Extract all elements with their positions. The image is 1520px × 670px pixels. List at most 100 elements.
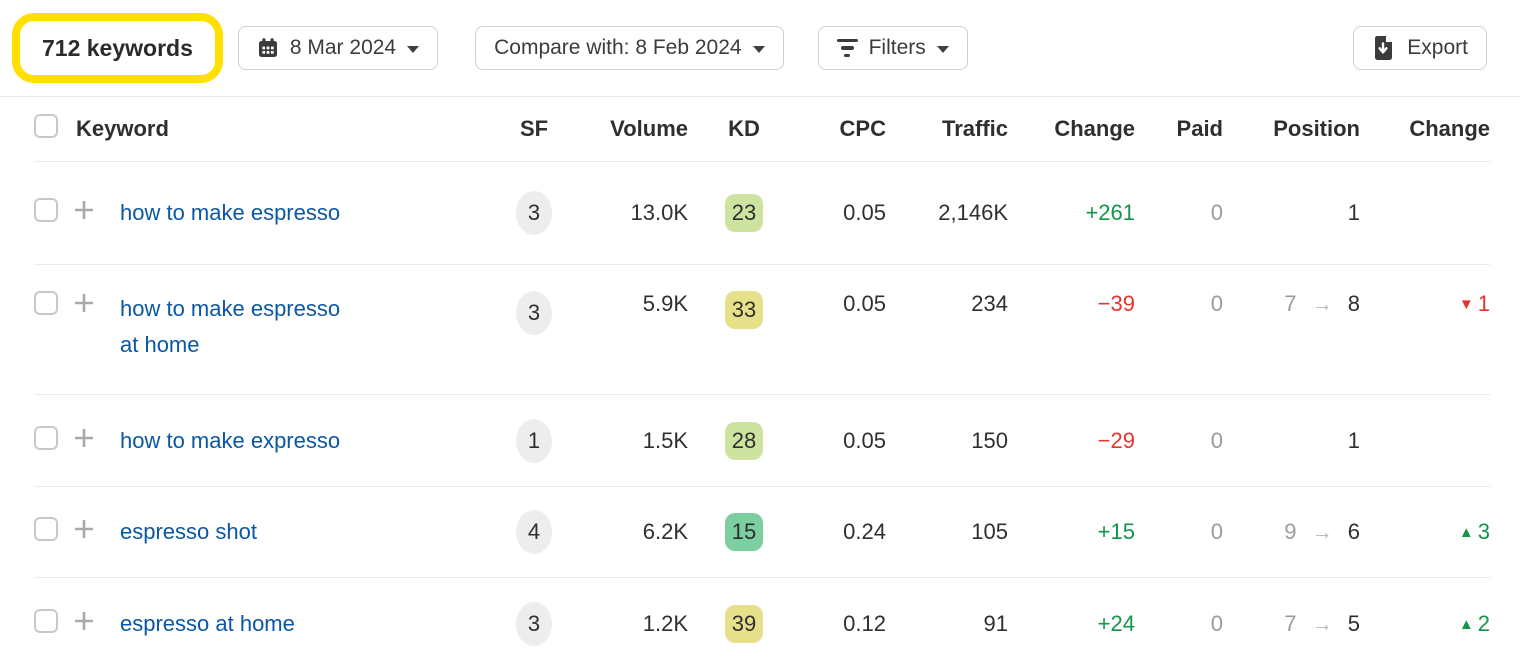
compare-date-button[interactable]: Compare with: 8 Feb 2024 [475,26,784,70]
cpc-value: 0.05 [843,291,886,316]
position-new: 5 [1347,611,1360,636]
serp-features-badge[interactable]: 4 [516,510,552,554]
filters-label: Filters [868,36,926,59]
table-row: how to make expresso 1 1.5K 28 0.05 150 … [34,395,1490,487]
toolbar: 712 keywords 8 Mar 2024 Compare with: 8 … [0,0,1520,97]
row-checkbox[interactable] [34,517,58,541]
traffic-value: 150 [971,427,1008,453]
table-row: espresso shot 4 6.2K 15 0.24 105 +15 0 9… [34,487,1490,578]
row-checkbox[interactable] [34,425,58,450]
paid-value: 0 [1210,611,1223,636]
serp-features-badge[interactable]: 1 [516,418,552,463]
table-row: how to make espresso at home 3 5.9K 33 0… [34,265,1490,395]
position-value: 1 [1223,428,1360,454]
column-header-traffic-change[interactable]: Change [1054,116,1135,141]
serp-features-badge[interactable]: 3 [516,191,552,235]
chevron-down-icon [752,45,765,53]
date-label: 8 Mar 2024 [289,36,397,59]
triangle-down-icon: ▼ [1458,296,1474,313]
volume-value: 5.9K [642,291,688,316]
add-to-list-button[interactable] [58,291,110,321]
position-new: 8 [1347,291,1360,316]
position-value: 1 [1223,200,1360,226]
chevron-down-icon [936,45,949,53]
triangle-up-icon: ▲ [1458,616,1474,633]
plus-icon [75,428,93,447]
kd-badge: 39 [725,605,763,643]
arrow-right-icon: → [1311,293,1333,316]
traffic-value: 105 [971,519,1008,544]
traffic-value: 2,146K [938,200,1008,225]
traffic-value: 91 [983,611,1008,636]
column-header-position-change[interactable]: Change [1409,116,1490,141]
file-download-icon [1375,36,1393,60]
compare-label: Compare with: 8 Feb 2024 [494,36,742,59]
triangle-up-icon: ▲ [1458,524,1474,541]
row-checkbox[interactable] [34,291,58,315]
row-checkbox[interactable] [34,198,58,222]
keyword-link[interactable]: how to make expresso [120,427,341,453]
volume-value: 6.2K [642,519,688,544]
position-change-value: ▲ 2 [1458,611,1490,636]
kd-badge: 28 [725,421,763,460]
column-header-position[interactable]: Position [1273,116,1360,141]
position-old: 7 [1284,291,1297,316]
column-header-keyword[interactable]: Keyword [76,116,169,141]
volume-value: 1.2K [642,611,688,636]
arrow-right-icon: → [1311,613,1333,636]
select-all-checkbox[interactable] [34,114,58,138]
position-new: 6 [1347,519,1360,544]
date-picker-button[interactable]: 8 Mar 2024 [237,26,439,70]
calendar-icon [258,38,277,57]
export-button[interactable]: Export [1353,26,1487,70]
table-row: how to make espresso 3 13.0K 23 0.05 2,1… [34,162,1490,265]
keyword-link[interactable]: how to make espresso [120,200,341,225]
traffic-change-value: +24 [1097,611,1135,636]
column-header-sf[interactable]: SF [519,116,549,141]
add-to-list-button[interactable] [58,609,110,639]
position-change-value: ▲ 3 [1458,519,1490,544]
keywords-count: 712 keywords [42,34,193,61]
cpc-value: 0.05 [843,200,886,225]
serp-features-badge[interactable]: 3 [516,291,552,335]
volume-value: 13.0K [630,200,689,225]
plus-icon [75,520,93,538]
export-label: Export [1407,36,1468,59]
cpc-value: 0.12 [843,611,886,636]
traffic-change-value: −29 [1097,427,1135,453]
keyword-link[interactable]: how to make espresso at home [120,296,341,357]
column-header-kd[interactable]: KD [728,116,760,141]
plus-icon [75,294,93,312]
keywords-table: Keyword SF Volume KD CPC Traffic Change … [34,97,1490,670]
position-old: 9 [1284,519,1297,544]
traffic-change-value: +261 [1085,200,1135,225]
filter-icon [836,38,858,58]
position-value: 9 → 6 [1223,519,1360,545]
cpc-value: 0.24 [843,519,886,544]
paid-value: 0 [1210,291,1223,316]
position-new: 1 [1347,200,1360,225]
table-header: Keyword SF Volume KD CPC Traffic Change … [34,97,1490,162]
column-header-traffic[interactable]: Traffic [941,116,1008,141]
plus-icon [75,612,93,630]
keywords-count-highlight: 712 keywords [12,13,223,83]
add-to-list-button[interactable] [58,426,110,456]
column-header-paid[interactable]: Paid [1176,116,1223,141]
serp-features-badge[interactable]: 3 [516,602,552,646]
traffic-value: 234 [971,291,1008,316]
filters-button[interactable]: Filters [817,26,968,70]
column-header-volume[interactable]: Volume [610,116,688,141]
row-checkbox[interactable] [34,609,58,633]
keyword-link[interactable]: espresso at home [120,611,295,636]
paid-value: 0 [1210,427,1223,453]
table-row: espresso at home 3 1.2K 39 0.12 91 +24 0… [34,578,1490,670]
add-to-list-button[interactable] [58,517,110,547]
keyword-link[interactable]: espresso shot [120,519,257,544]
position-change-value: ▼ 1 [1458,291,1490,316]
add-to-list-button[interactable] [58,198,110,228]
kd-badge: 23 [725,194,763,232]
column-header-cpc[interactable]: CPC [839,116,886,141]
traffic-change-value: +15 [1097,519,1135,544]
volume-value: 1.5K [642,427,688,453]
chevron-down-icon [407,45,420,53]
